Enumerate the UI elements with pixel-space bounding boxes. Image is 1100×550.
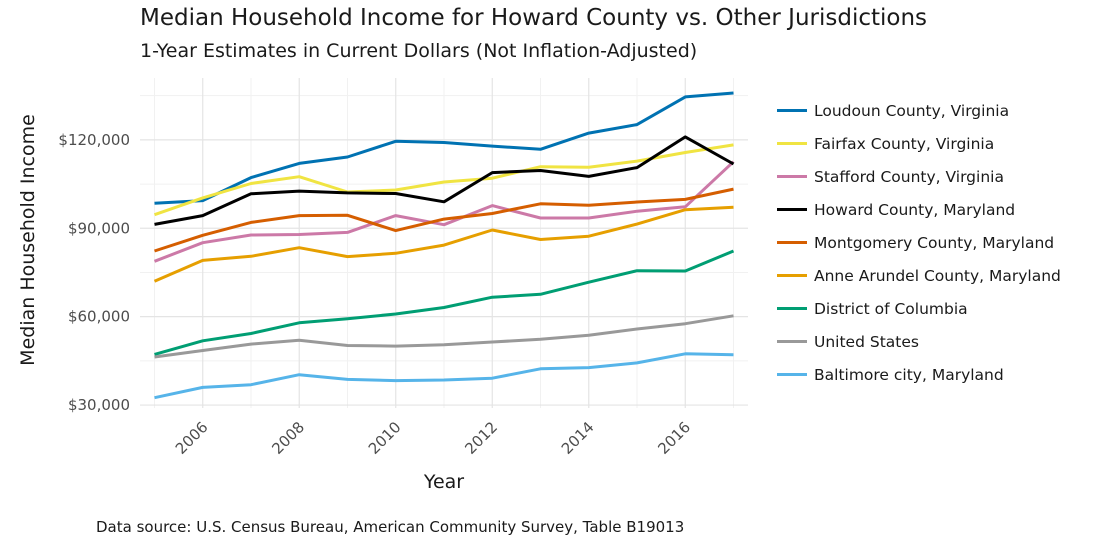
legend-label: Stafford County, Virginia <box>814 167 1004 186</box>
y-axis-ticks: $30,000 $60,000 $90,000 $120,000 <box>58 131 130 414</box>
legend-item: Howard County, Maryland <box>777 193 1061 226</box>
y-axis-title: Median Household Income <box>17 114 39 366</box>
x-tick-label: 2014 <box>558 418 598 458</box>
legend-key <box>777 142 807 145</box>
legend-label: Fairfax County, Virginia <box>814 134 995 153</box>
x-axis-ticks: 2006 2008 2010 2012 2014 2016 <box>172 418 694 458</box>
legend-item: Fairfax County, Virginia <box>777 127 1061 160</box>
x-axis-title: Year <box>423 471 464 493</box>
legend-key <box>777 340 807 343</box>
legend: Loudoun County, Virginia Fairfax County, … <box>777 94 1061 391</box>
y-tick-label: $60,000 <box>68 308 130 326</box>
chart-subtitle: 1-Year Estimates in Current Dollars (Not… <box>140 40 698 62</box>
y-tick-label: $90,000 <box>68 219 130 237</box>
series-line-5 <box>153 205 734 283</box>
legend-item: District of Columbia <box>777 292 1061 325</box>
x-tick-label: 2010 <box>365 418 405 458</box>
legend-item: Stafford County, Virginia <box>777 160 1061 193</box>
x-tick-label: 2006 <box>172 418 212 458</box>
legend-key <box>777 109 807 112</box>
series-line-1 <box>154 143 734 217</box>
series-line-8 <box>154 352 734 400</box>
legend-item: Baltimore city, Maryland <box>777 358 1061 391</box>
legend-key <box>777 175 807 178</box>
series-lines <box>153 91 735 400</box>
series-line-3 <box>154 135 735 226</box>
series-line-0 <box>154 91 734 205</box>
x-tick-label: 2008 <box>268 418 308 458</box>
legend-label: Anne Arundel County, Maryland <box>814 266 1061 285</box>
legend-key <box>777 274 807 277</box>
legend-key <box>777 241 807 244</box>
series-line-2 <box>153 160 735 263</box>
legend-label: United States <box>814 332 919 351</box>
series-line-7 <box>154 314 734 359</box>
x-tick-label: 2016 <box>654 418 694 458</box>
legend-item: Montgomery County, Maryland <box>777 226 1061 259</box>
legend-label: Loudoun County, Virginia <box>814 101 1010 120</box>
legend-label: Howard County, Maryland <box>814 200 1016 219</box>
legend-key <box>777 208 807 211</box>
legend-key <box>777 373 807 376</box>
legend-item: Loudoun County, Virginia <box>777 94 1061 127</box>
series-line-6 <box>154 249 735 356</box>
y-tick-label: $30,000 <box>68 396 130 414</box>
chart-title: Median Household Income for Howard Count… <box>140 5 928 31</box>
legend-label: District of Columbia <box>814 299 968 318</box>
legend-key <box>777 307 807 310</box>
legend-label: Montgomery County, Maryland <box>814 233 1055 252</box>
y-tick-label: $120,000 <box>58 131 130 149</box>
legend-label: Baltimore city, Maryland <box>814 365 1004 384</box>
legend-item: Anne Arundel County, Maryland <box>777 259 1061 292</box>
data-source-caption: Data source: U.S. Census Bureau, America… <box>96 518 685 536</box>
legend-item: United States <box>777 325 1061 358</box>
series-line-4 <box>154 187 734 253</box>
x-tick-label: 2012 <box>461 418 501 458</box>
